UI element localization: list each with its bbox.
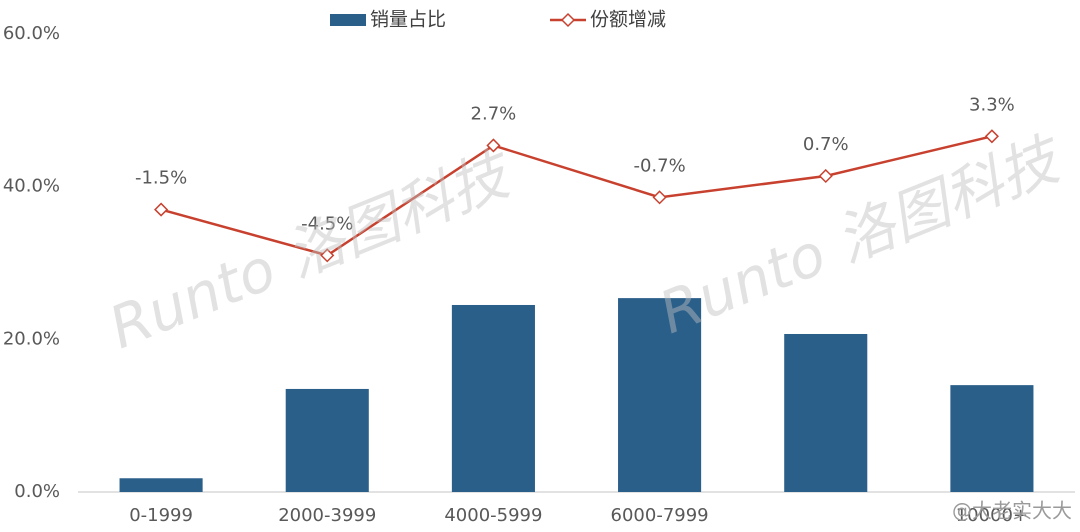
watermark: Runto 洛图科技 bbox=[650, 123, 1073, 347]
line-marker bbox=[320, 248, 335, 263]
y-tick-label: 60.0% bbox=[3, 23, 60, 44]
y-tick-label: 40.0% bbox=[3, 176, 60, 197]
legend-swatch bbox=[560, 12, 576, 28]
watermark: @大老实大大 bbox=[952, 499, 1072, 523]
x-tick-label: 10000+ bbox=[956, 505, 1028, 526]
data-label: 0.7% bbox=[803, 134, 849, 155]
bar bbox=[119, 478, 203, 492]
data-label: -1.5% bbox=[135, 168, 187, 189]
x-tick-label: 0-1999 bbox=[129, 505, 193, 526]
line-marker bbox=[652, 190, 667, 205]
y-tick-label: 0.0% bbox=[14, 481, 60, 502]
data-label: 2.7% bbox=[471, 103, 517, 124]
x-tick-label: 4000-5999 bbox=[444, 505, 542, 526]
bar bbox=[618, 298, 702, 492]
data-label: -0.7% bbox=[633, 155, 685, 176]
line-marker bbox=[818, 168, 833, 184]
legend-label: 份额增减 bbox=[590, 9, 666, 31]
bar bbox=[784, 333, 868, 492]
x-tick-label: 2000-3999 bbox=[278, 505, 376, 526]
line-marker bbox=[984, 129, 999, 144]
data-label: 3.3% bbox=[969, 94, 1015, 115]
bar bbox=[950, 385, 1034, 492]
legend-swatch bbox=[330, 14, 366, 26]
legend-label: 销量占比 bbox=[370, 9, 446, 31]
line bbox=[160, 135, 993, 257]
bar bbox=[285, 388, 369, 492]
line-marker bbox=[154, 202, 169, 217]
bar bbox=[451, 304, 535, 492]
data-label: -4.5% bbox=[301, 213, 353, 234]
x-tick-label: 6000-7999 bbox=[611, 505, 709, 526]
y-tick-label: 20.0% bbox=[3, 328, 60, 349]
line-marker bbox=[486, 138, 501, 153]
